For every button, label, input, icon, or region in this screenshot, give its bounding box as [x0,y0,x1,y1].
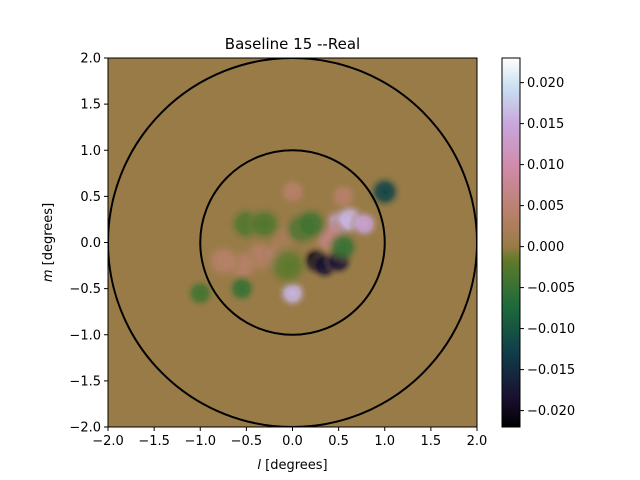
colorbar-tick-label: −0.005 [527,281,575,296]
heatmap-blob [184,277,217,310]
y-tick-label: 1.0 [80,144,101,159]
y-axis-label-unit: [degrees] [41,203,56,270]
x-tick-label: 0.0 [282,434,303,449]
colorbar-tick-label: 0.000 [527,240,564,255]
y-axis-ticks: −2.0 −1.5 −1.0 −0.5 0.0 0.5 1.0 1.5 2.0 [69,52,108,436]
x-axis-label-symbol: l [257,458,261,473]
x-axis-label: l [degrees] [257,458,327,473]
reference-circles [108,58,477,427]
y-tick-label: 1.5 [80,98,101,113]
heatmap-blob [203,240,244,282]
x-tick-label: 0.5 [328,434,349,449]
colorbar-ticks: −0.020 −0.015 −0.010 −0.005 0.000 0.005 0.010 0… [520,76,575,419]
y-tick-label: 0.0 [80,236,101,251]
heatmap-image [108,58,477,427]
y-tick-label: 0.5 [80,190,101,205]
y-tick-label: −1.5 [69,374,101,389]
heatmap-blob [366,173,404,211]
y-tick-label: −2.0 [69,421,101,436]
colorbar-tick-label: 0.020 [527,76,564,91]
y-axis-label: m [degrees] [41,203,56,282]
colorbar-tick-label: 0.005 [527,199,564,214]
colorbar-tick-label: −0.010 [527,322,575,337]
heatmap-blob [225,272,258,305]
heatmap-blob [348,207,381,241]
x-tick-label: 1.0 [374,434,395,449]
x-tick-label: −1.0 [184,434,216,449]
x-tick-label: −1.5 [138,434,170,449]
colorbar [502,58,520,427]
colorbar-tick-label: −0.015 [527,363,575,378]
heatmap-blob [244,203,286,245]
colorbar-frame [501,57,521,428]
heatmap-blob [324,228,362,266]
colorbar-tick-label: −0.020 [527,404,575,419]
heatmap-blob [290,203,332,245]
colorbar-tick-label: 0.015 [527,117,564,132]
reference-circle [199,149,386,336]
x-tick-label: 1.5 [421,434,442,449]
y-axis-label-symbol: m [41,269,56,282]
heatmap-blob [276,175,309,208]
chart-title: Baseline 15 --Real [225,35,360,53]
x-axis-label-unit: [degrees] [261,458,328,473]
y-tick-label: −0.5 [69,282,101,297]
x-tick-label: 2.0 [467,434,488,449]
x-axis-ticks: −2.0 −1.5 −1.0 −0.5 0.0 0.5 1.0 1.5 2.0 [92,427,487,449]
y-tick-label: −1.0 [69,328,101,343]
x-tick-label: −0.5 [231,434,263,449]
x-tick-label: −2.0 [92,434,124,449]
heatmap-blob [263,241,313,290]
y-tick-label: 2.0 [80,52,101,67]
colorbar-tick-label: 0.010 [527,158,564,173]
